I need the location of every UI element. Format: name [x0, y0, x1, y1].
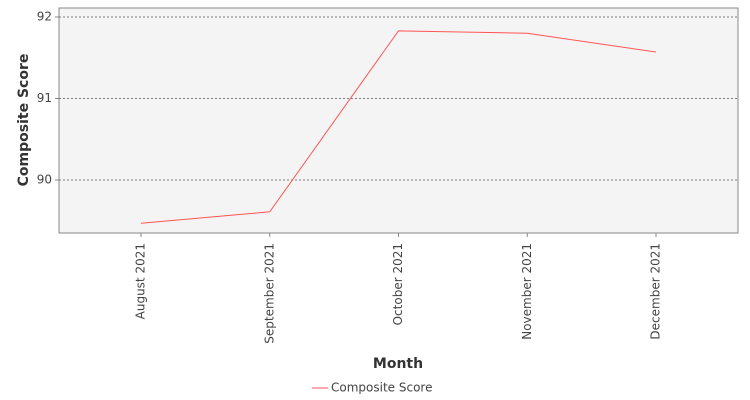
x-tick-label: November 2021 [520, 243, 534, 340]
y-tick-label: 92 [37, 9, 52, 23]
x-tick-label: December 2021 [649, 243, 663, 340]
plot-area [58, 7, 739, 234]
legend-label: Composite Score [331, 381, 432, 395]
y-tick-label: 90 [37, 173, 52, 187]
x-tick-label: August 2021 [134, 243, 148, 319]
x-axis-title: Month [373, 356, 423, 372]
y-axis-title: Composite Score [16, 54, 32, 187]
series-line [140, 30, 657, 224]
y-tick-label: 91 [37, 91, 52, 105]
x-tick-label: September 2021 [262, 243, 276, 344]
x-tick-label: October 2021 [391, 243, 405, 325]
